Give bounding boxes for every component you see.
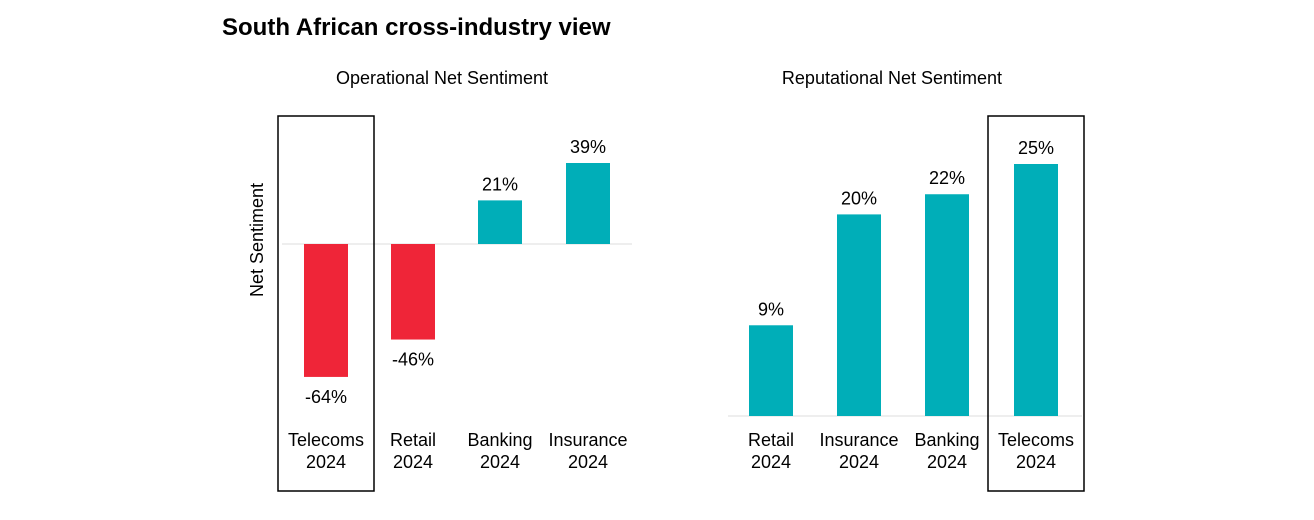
category-label: Telecoms: [998, 430, 1074, 450]
bar-banking-2024: [925, 194, 969, 416]
category-label-year: 2024: [1016, 452, 1056, 472]
data-label: 22%: [929, 168, 965, 188]
category-label-year: 2024: [751, 452, 791, 472]
data-label: -64%: [305, 387, 347, 407]
category-label-year: 2024: [393, 452, 433, 472]
y-axis-label: Net Sentiment: [247, 183, 267, 297]
category-label-year: 2024: [306, 452, 346, 472]
highlight-box: [987, 115, 1085, 492]
data-label: 20%: [841, 188, 877, 208]
data-label: 39%: [570, 137, 606, 157]
bar-retail-2024: [391, 244, 435, 340]
chart-title: Operational Net Sentiment: [336, 68, 548, 88]
category-label-year: 2024: [927, 452, 967, 472]
bar-retail-2024: [749, 325, 793, 416]
reputational-chart: Reputational Net Sentiment9%Retail202420…: [728, 68, 1085, 492]
category-label: Retail: [748, 430, 794, 450]
category-label: Telecoms: [288, 430, 364, 450]
highlight-box: [277, 115, 375, 492]
chart-title: Reputational Net Sentiment: [782, 68, 1002, 88]
bar-telecoms-2024: [304, 244, 348, 377]
bar-insurance-2024: [566, 163, 610, 244]
data-label: 9%: [758, 299, 784, 319]
data-label: 25%: [1018, 138, 1054, 158]
category-label: Insurance: [548, 430, 627, 450]
bar-telecoms-2024: [1014, 164, 1058, 416]
page-title: South African cross-industry view: [222, 14, 611, 41]
category-label-year: 2024: [839, 452, 879, 472]
data-label: -46%: [392, 350, 434, 370]
bar-banking-2024: [478, 200, 522, 244]
data-label: 21%: [482, 174, 518, 194]
category-label: Insurance: [819, 430, 898, 450]
category-label-year: 2024: [568, 452, 608, 472]
operational-chart: Operational Net Sentiment Net Sentiment -6…: [247, 68, 632, 492]
category-label: Banking: [914, 430, 979, 450]
bar-insurance-2024: [837, 214, 881, 416]
category-label: Retail: [390, 430, 436, 450]
category-label-year: 2024: [480, 452, 520, 472]
category-label: Banking: [467, 430, 532, 450]
